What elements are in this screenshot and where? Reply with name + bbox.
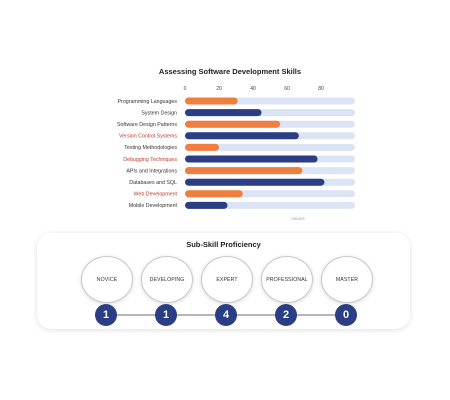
category-label: Debugging Techniques (123, 157, 177, 163)
count-badge-developing: 1 (155, 304, 177, 326)
x-tick-label: 20 (216, 86, 222, 92)
count-badge-novice: 1 (95, 304, 117, 326)
count-badge-expert: 4 (215, 304, 237, 326)
bar (185, 143, 219, 151)
level-circle-master: MASTER (321, 256, 373, 303)
x-tick-label: 80 (318, 86, 324, 92)
category-label: Software Design Patterns (117, 122, 177, 128)
bar-track (185, 201, 355, 209)
bar (185, 167, 303, 175)
bar-track (185, 143, 355, 151)
category-label: Web Development (134, 192, 178, 198)
x-tick-label: 60 (284, 86, 290, 92)
skills-bar-chart: Assessing Software Development Skills 0 2… (117, 67, 355, 221)
category-label: Testing Methodologies (124, 145, 177, 151)
panel-title: Sub-Skill Proficiency (186, 240, 261, 249)
chart-title: Assessing Software Development Skills (159, 67, 301, 76)
x-tick-label: 40 (250, 86, 256, 92)
level-circle-developing: DEVELOPING (141, 256, 193, 303)
bar (185, 178, 325, 186)
category-label: Programming Languages (118, 99, 178, 105)
bar (185, 201, 228, 209)
count-badge-professional: 2 (275, 304, 297, 326)
level-circle-novice: NOVICE (81, 256, 133, 303)
bar (185, 190, 243, 198)
x-tick-label: 0 (184, 86, 187, 92)
category-label: Databases and SQL (129, 180, 177, 186)
category-label: APIs and Integrations (126, 168, 177, 174)
category-label: Version Control Systems (119, 134, 177, 140)
bar (185, 120, 281, 128)
bar (185, 132, 299, 140)
bar (185, 109, 262, 117)
level-circle-professional: PROFESSIONAL (261, 256, 313, 303)
category-label: Mobile Development (129, 203, 178, 209)
category-label: System Design (141, 110, 177, 116)
count-badge-master: 0 (335, 304, 357, 326)
bar (185, 155, 318, 163)
level-circle-expert: EXPERT (201, 256, 253, 303)
x-axis-label: Values (291, 216, 305, 221)
bar (185, 97, 238, 105)
